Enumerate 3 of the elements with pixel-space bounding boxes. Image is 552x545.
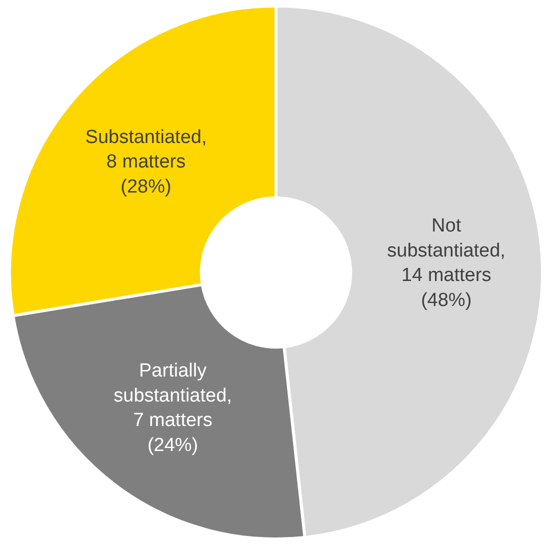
slice-label: Partially substantiated, 7 matters (24%): [114, 360, 232, 456]
slice-label: Not substantiated, 14 matters (48%): [387, 216, 506, 311]
slice-label: Substantiated, 8 matters (28%): [85, 126, 207, 198]
